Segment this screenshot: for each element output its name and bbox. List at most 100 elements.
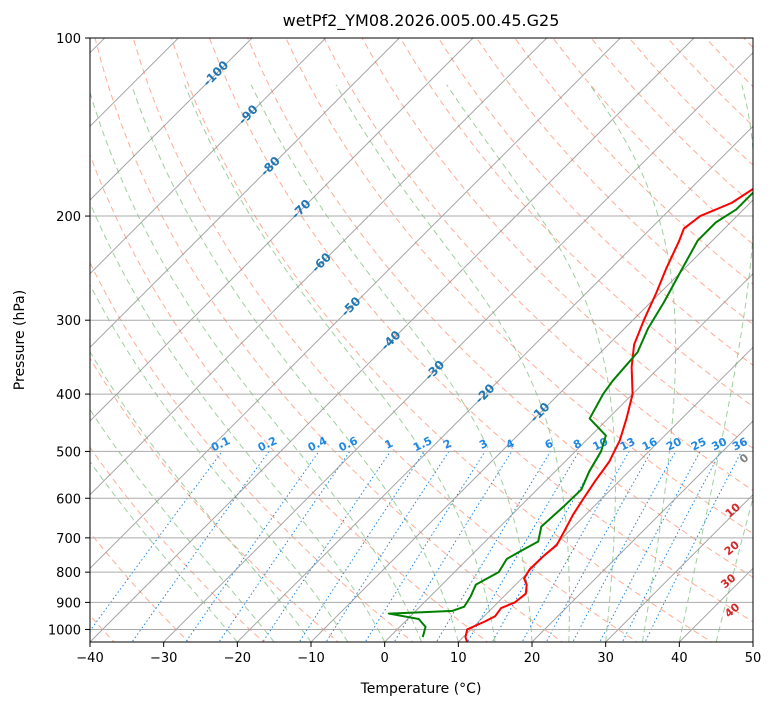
mixing-ratio-label: 25 — [689, 435, 708, 453]
mixing-ratio-line — [185, 451, 320, 642]
isotherm — [90, 38, 622, 570]
y-tick-label: 200 — [56, 210, 81, 225]
dry-adiabat — [590, 38, 753, 206]
moist-adiabat — [250, 84, 533, 642]
moist-adiabat-label: 10 — [723, 500, 743, 520]
dry-adiabat — [755, 11, 775, 644]
dry-adiabat — [90, 531, 190, 642]
mixing-ratio-line — [364, 451, 486, 642]
x-tick-label: 50 — [745, 651, 762, 666]
isotherm — [752, 641, 753, 642]
chart-title: wetPf2_YM08.2026.005.00.45.G25 — [283, 11, 560, 31]
isotherm — [90, 38, 401, 349]
dry-adiabat — [247, 38, 753, 578]
dry-adiabat — [208, 38, 753, 623]
mixing-ratio-line — [435, 451, 552, 642]
moist-adiabat — [90, 350, 312, 642]
dry-adiabat — [628, 38, 753, 166]
y-tick-label: 700 — [56, 532, 81, 547]
mixing-ratio-line — [599, 451, 701, 642]
moist-adiabat — [446, 84, 616, 642]
isotherm — [531, 420, 753, 642]
isotherm — [162, 51, 753, 642]
y-tick-label: 800 — [56, 566, 81, 581]
dry-adiabat — [323, 38, 753, 492]
dry-adiabat — [94, 38, 564, 642]
mixing-ratio-label: 30 — [709, 435, 729, 454]
mixing-ratio-label: 4 — [504, 437, 517, 452]
dry-adiabat — [285, 38, 753, 535]
x-tick-label: 40 — [671, 651, 688, 666]
dry-adiabat — [361, 38, 753, 449]
dry-adiabat — [90, 446, 265, 642]
moist-adiabat — [90, 201, 386, 642]
moist-adiabat — [90, 283, 349, 642]
mixing-ratio-label: 6 — [543, 437, 556, 452]
moist-adiabat — [90, 90, 422, 642]
isotherm-label: -100 — [200, 58, 231, 89]
x-tick-label: 30 — [597, 651, 614, 666]
moist-adiabat — [335, 84, 570, 642]
isotherm — [236, 125, 753, 642]
temperature-line — [464, 187, 753, 642]
moist-adiabat-label: 40 — [722, 600, 742, 620]
moist-adiabat — [715, 496, 753, 642]
axes: −40 −30 −20 −10 0 10 20 30 40 50 100 200 300 400 500 60… — [48, 32, 761, 666]
isotherm — [90, 38, 253, 201]
y-tick-label: 100 — [56, 32, 81, 47]
y-tick-label: 1000 — [48, 623, 81, 638]
mixing-ratio-line — [393, 451, 513, 642]
mixing-ratio-line — [131, 451, 270, 642]
pressure-gridlines — [90, 38, 753, 630]
isotherm — [90, 38, 180, 128]
y-tick-label: 300 — [56, 314, 81, 329]
x-tick-label: −30 — [150, 651, 177, 666]
moist-adiabat — [589, 84, 677, 642]
mixing-ratio-line — [298, 451, 425, 642]
mixing-ratio-label: 2 — [441, 437, 454, 452]
y-tick-label: 500 — [56, 445, 81, 460]
x-tick-label: 20 — [524, 651, 541, 666]
line-labels: 0.1 0.2 0.4 0.6 1 1.5 2 3 4 6 8 10 13 16 20 25 30 36-100-… — [200, 58, 751, 620]
isotherm — [383, 272, 753, 642]
moist-adiabat-label: 30 — [718, 571, 738, 591]
y-tick-label: 900 — [56, 596, 81, 611]
y-tick-label: 600 — [56, 492, 81, 507]
isotherm — [310, 199, 753, 642]
isotherm — [90, 38, 548, 496]
mixing-ratio-line — [572, 451, 676, 642]
mixing-ratio-line — [466, 451, 580, 642]
x-tick-label: 10 — [450, 651, 467, 666]
isotherm — [0, 11, 58, 644]
profiles — [387, 187, 753, 642]
mixing-ratio-line — [621, 451, 722, 642]
mixing-ratio-line — [262, 451, 391, 642]
mixing-ratio-label: 13 — [618, 435, 637, 453]
mixing-ratio-label: 20 — [664, 435, 684, 454]
x-tick-label: −10 — [297, 651, 324, 666]
x-tick-label: −20 — [224, 651, 251, 666]
x-tick-label: −40 — [76, 651, 103, 666]
isotherm-label: -80 — [258, 154, 283, 179]
isotherm — [604, 493, 753, 642]
mixing-ratio-label: 36 — [730, 435, 750, 454]
y-axis-label: Pressure (hPa) — [12, 290, 28, 390]
dry-adiabat — [437, 38, 753, 366]
mixing-ratio-line — [545, 451, 652, 642]
background-lines — [0, 11, 775, 644]
y-tick-label: 400 — [56, 388, 81, 403]
mixing-ratio-line — [90, 451, 223, 632]
mixing-ratio-label: 3 — [477, 437, 490, 452]
moist-adiabat — [131, 84, 459, 642]
moist-adiabat-label: 20 — [722, 538, 742, 558]
dry-adiabat — [170, 38, 713, 642]
moist-adiabat — [90, 460, 238, 642]
isotherm — [90, 38, 474, 422]
moist-adiabat-label: 0 — [737, 451, 751, 466]
dry-adiabat — [90, 153, 489, 642]
moist-adiabat — [184, 84, 496, 642]
dewpoint-line — [387, 191, 753, 638]
mixing-ratio-label: 16 — [640, 435, 660, 454]
isotherm — [90, 38, 695, 642]
